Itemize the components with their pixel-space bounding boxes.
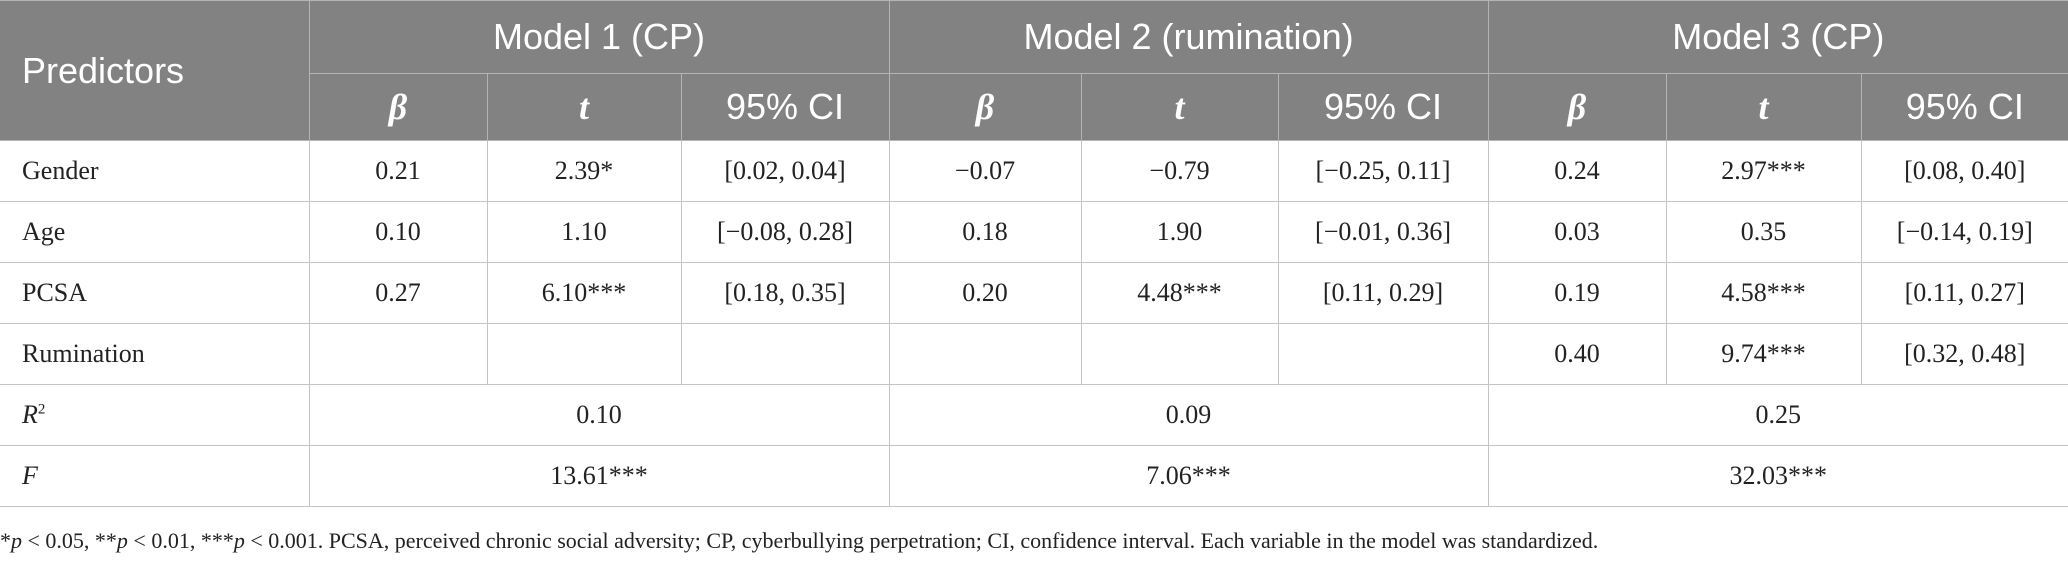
table-cell: [−0.14, 0.19] [1860,201,2068,263]
r-squared-model-3: 0.25 [1487,384,2068,446]
table-cell [1277,323,1489,385]
table-cell: 2.97*** [1665,140,1862,202]
row-label: Gender [0,140,310,202]
table-cell: 2.39* [486,140,682,202]
table-cell: 0.21 [308,140,488,202]
table-cell: −0.79 [1080,140,1279,202]
table-cell: [0.32, 0.48] [1860,323,2068,385]
r-squared-model-2: 0.09 [888,384,1489,446]
r-squared-row: R2 0.10 0.09 0.25 [0,384,2068,446]
header-model-2: Model 2 (rumination) [888,0,1489,74]
table-cell: [0.08, 0.40] [1860,140,2068,202]
header-ci: 95% CI [1277,73,1489,141]
table-cell: [0.18, 0.35] [680,262,890,324]
f-model-2: 7.06*** [888,445,1489,507]
table-cell: 0.27 [308,262,488,324]
table-row: Gender 0.21 2.39* [0.02, 0.04] −0.07 −0.… [0,140,2068,202]
table-cell: 0.24 [1487,140,1667,202]
table-cell: [0.11, 0.29] [1277,262,1489,324]
table-cell: 0.19 [1487,262,1667,324]
table-cell [680,323,890,385]
table-cell: 0.35 [1665,201,1862,263]
f-row: F 13.61*** 7.06*** 32.03*** [0,445,2068,507]
header-beta: β [308,73,487,141]
r-squared-model-1: 0.10 [308,384,890,446]
row-label-r-squared: R2 [0,384,310,446]
header-t: t [1665,73,1862,141]
header-t: t [486,73,681,141]
table-cell: 0.18 [888,201,1082,263]
table-cell: 1.90 [1080,201,1279,263]
row-label-f: F [0,445,310,507]
table-cell [888,323,1082,385]
header-beta: β [1487,73,1667,141]
table-cell: 9.74*** [1665,323,1862,385]
row-label: Age [0,201,310,263]
table-cell: 4.48*** [1080,262,1279,324]
table-cell: 0.40 [1487,323,1667,385]
table-cell [1080,323,1279,385]
regression-table: Predictors Model 1 (CP) Model 2 (ruminat… [0,0,2068,507]
table-cell: [−0.01, 0.36] [1277,201,1489,263]
table-cell: 6.10*** [486,262,682,324]
f-model-1: 13.61*** [308,445,890,507]
table-body: Gender 0.21 2.39* [0.02, 0.04] −0.07 −0.… [0,140,2068,507]
header-model-3: Model 3 (CP) [1487,0,2068,74]
table-cell: −0.07 [888,140,1082,202]
row-label: PCSA [0,262,310,324]
header-beta: β [888,73,1082,141]
table-cell [486,323,682,385]
regression-table-container: Predictors Model 1 (CP) Model 2 (ruminat… [0,0,2068,507]
header-model-1: Model 1 (CP) [308,0,890,74]
header-ci: 95% CI [680,73,890,141]
table-cell: [−0.25, 0.11] [1277,140,1489,202]
table-cell: 0.03 [1487,201,1667,263]
table-header: Predictors Model 1 (CP) Model 2 (ruminat… [0,0,2068,141]
row-label: Rumination [0,323,310,385]
table-cell: 4.58*** [1665,262,1862,324]
table-cell: [0.02, 0.04] [680,140,890,202]
table-row: Rumination 0.40 9.74*** [0.32, 0.48] [0,323,2068,385]
table-cell: [−0.08, 0.28] [680,201,890,263]
table-row: Age 0.10 1.10 [−0.08, 0.28] 0.18 1.90 [−… [0,201,2068,263]
table-cell: 0.20 [888,262,1082,324]
table-cell: [0.11, 0.27] [1860,262,2068,324]
table-cell [308,323,488,385]
f-model-3: 32.03*** [1487,445,2068,507]
header-predictors: Predictors [0,0,309,141]
table-row: PCSA 0.27 6.10*** [0.18, 0.35] 0.20 4.48… [0,262,2068,324]
header-t: t [1080,73,1279,141]
table-footnote: *p < 0.05, **p < 0.01, ***p < 0.001. PCS… [0,528,1599,553]
header-ci: 95% CI [1860,73,2068,141]
table-cell: 1.10 [486,201,682,263]
table-cell: 0.10 [308,201,488,263]
